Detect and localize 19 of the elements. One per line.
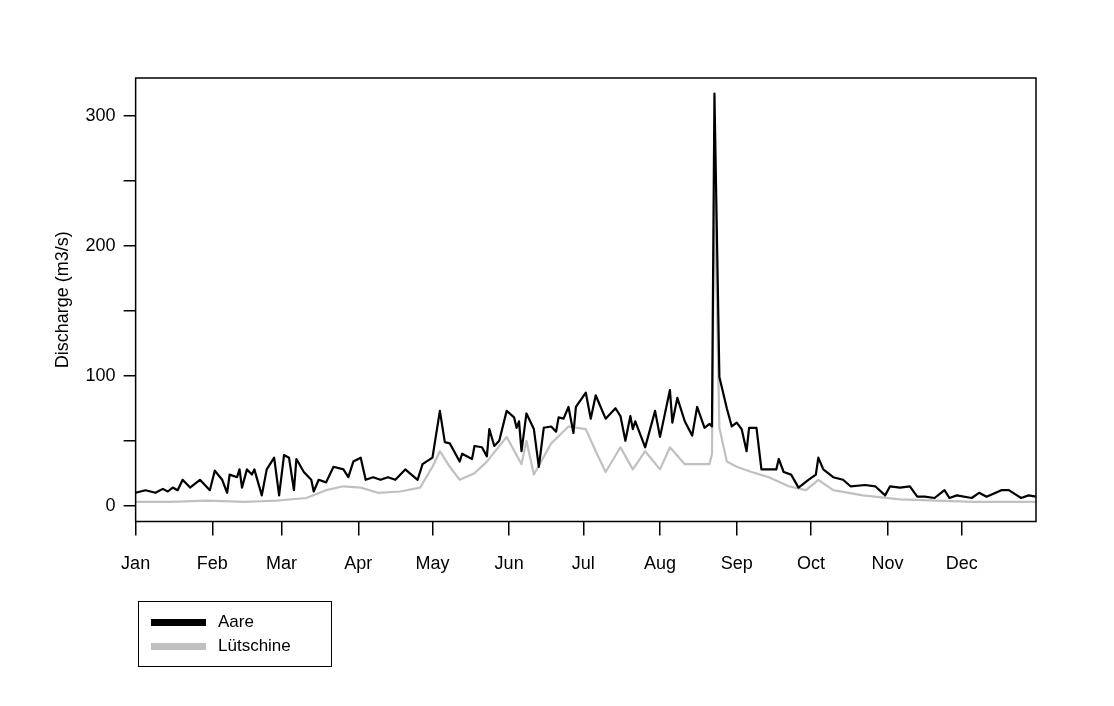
x-tick-label: Feb xyxy=(196,553,228,574)
y-tick-label: 100 xyxy=(85,364,116,385)
legend-label: Lütschine xyxy=(218,635,291,657)
y-axis-title: Discharge (m3/s) xyxy=(51,231,72,369)
x-tick-label: Aug xyxy=(644,553,677,574)
y-tick-label: 0 xyxy=(105,494,116,515)
x-tick-label: Dec xyxy=(945,553,978,574)
x-tick-label: Sep xyxy=(720,553,753,574)
x-tick-label: May xyxy=(415,553,450,574)
x-tick-label: Jun xyxy=(494,553,524,574)
x-tick-label: Jul xyxy=(571,553,595,574)
x-tick-label: Apr xyxy=(344,553,373,574)
x-tick-label: Nov xyxy=(871,553,904,574)
legend-label: Aare xyxy=(218,611,254,633)
x-tick-label: Oct xyxy=(796,553,825,574)
y-tick-label: 200 xyxy=(85,234,116,255)
y-tick-label: 300 xyxy=(85,104,116,125)
x-tick-label: Mar xyxy=(266,553,298,574)
x-tick-label: Jan xyxy=(121,553,151,574)
